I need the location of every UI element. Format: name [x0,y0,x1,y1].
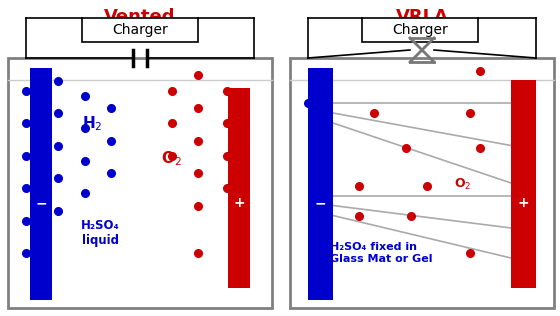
Text: H₂SO₄
liquid: H₂SO₄ liquid [81,219,120,247]
Text: −: − [315,196,326,210]
Text: +: + [517,196,529,210]
Bar [290,58,554,308]
Text: O$_2$: O$_2$ [161,149,182,168]
Bar [30,68,52,300]
Bar [82,18,198,42]
Text: H$_2$: H$_2$ [82,114,102,133]
Text: Vented: Vented [104,8,176,26]
Text: +: + [233,196,245,210]
Text: Charger: Charger [392,23,448,37]
Bar [362,18,478,42]
Bar [511,80,536,288]
Text: VRLA: VRLA [395,8,449,26]
Text: −: − [35,196,47,210]
Text: H₂SO₄ fixed in
Glass Mat or Gel: H₂SO₄ fixed in Glass Mat or Gel [330,242,432,264]
Bar [8,58,272,308]
Text: Charger: Charger [112,23,168,37]
Text: H$_2$: H$_2$ [306,112,323,127]
Text: O$_2$: O$_2$ [454,177,471,192]
Bar [308,68,333,300]
Bar [228,88,250,288]
